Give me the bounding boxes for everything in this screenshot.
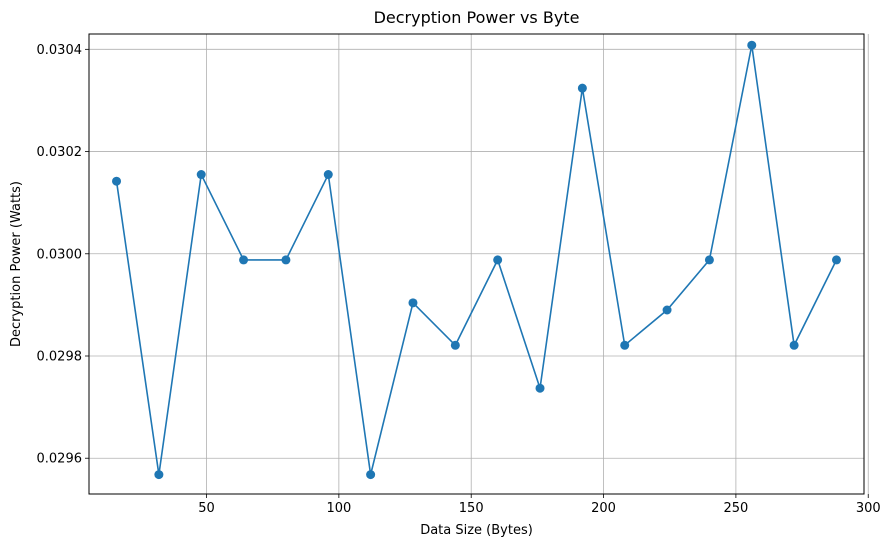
x-tick-label: 200	[591, 501, 616, 516]
data-point	[450, 340, 460, 350]
data-point	[112, 176, 122, 186]
y-axis-label: Decryption Power (Watts)	[9, 181, 24, 347]
y-tick-label: 0.0304	[37, 43, 83, 58]
x-axis-label: Data Size (Bytes)	[420, 523, 533, 538]
data-point	[704, 255, 714, 265]
y-tick-label: 0.0298	[37, 350, 83, 365]
y-tick-label: 0.0296	[37, 452, 83, 467]
y-tick-label: 0.0302	[37, 145, 83, 160]
y-axis-ticks: 0.0296 0.0298 0.0300 0.0302 0.0304	[37, 43, 89, 467]
data-point	[620, 340, 630, 350]
series-line	[115, 45, 838, 475]
data-points	[112, 40, 841, 480]
data-point	[323, 170, 333, 180]
data-point	[535, 383, 545, 393]
data-point	[662, 305, 672, 315]
chart-title: Decryption Power vs Byte	[374, 8, 580, 27]
series-line-layer	[115, 45, 838, 475]
x-tick-label: 250	[723, 501, 748, 516]
data-point	[196, 170, 206, 180]
x-tick-label: 100	[326, 501, 351, 516]
data-point	[366, 470, 376, 480]
plot-frame	[88, 33, 865, 495]
data-point	[154, 470, 164, 480]
x-tick-label: 50	[198, 501, 215, 516]
x-tick-label: 150	[459, 501, 484, 516]
data-point	[789, 340, 799, 350]
data-point	[281, 255, 291, 265]
data-point	[831, 255, 841, 265]
data-point	[747, 40, 757, 50]
data-point	[408, 298, 418, 308]
x-tick-label: 300	[856, 501, 881, 516]
data-point	[577, 83, 587, 93]
grid-lines	[89, 34, 869, 494]
y-tick-label: 0.0300	[37, 247, 83, 262]
data-point	[239, 255, 249, 265]
data-point	[493, 255, 503, 265]
x-axis-ticks: 50 100 150 200 250 300	[198, 494, 881, 516]
